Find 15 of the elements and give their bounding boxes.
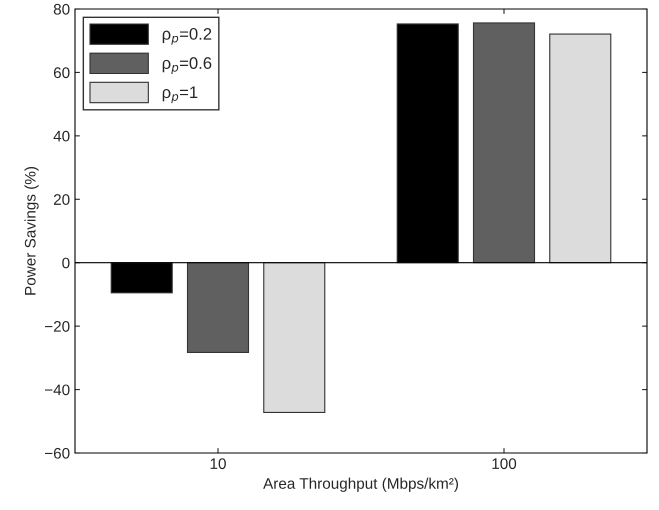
y-tick-label: −40 — [44, 384, 70, 396]
y-tick-label: 40 — [54, 130, 70, 142]
y-tick-label: 60 — [54, 67, 70, 78]
y-tick-label: −60 — [44, 448, 70, 459]
x-tick-label: 100 — [492, 458, 516, 470]
x-tick-label: 10 — [210, 458, 226, 470]
x-axis-title: Area Throughput (Mbps/km²) — [263, 478, 458, 492]
y-tick-label: 20 — [54, 194, 70, 205]
legend-label: ρ$_{p}$=1 — [162, 86, 198, 104]
y-tick-label: 80 — [54, 4, 70, 15]
y-tick-label: −20 — [44, 321, 70, 332]
y-tick-label: 0 — [62, 258, 70, 268]
legend-label: ρ$_{p}$=0.2 — [162, 28, 212, 45]
legend-label: ρ$_{p}$=0.6 — [162, 57, 212, 74]
y-axis-title: Power Savings (%) — [24, 166, 39, 295]
